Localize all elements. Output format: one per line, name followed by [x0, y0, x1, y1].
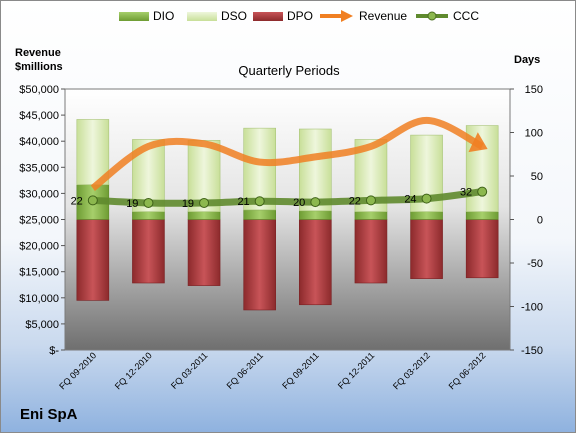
dio-bar	[299, 210, 332, 220]
legend: DIO DSO DPO Revenue CCC	[1, 9, 575, 29]
left-axis-title-line1: Revenue	[15, 47, 61, 59]
left-tick-label: $40,000	[19, 136, 59, 148]
legend-swatch-ccc	[416, 11, 448, 21]
left-tick-label: $25,000	[19, 215, 59, 227]
right-tick-label: -150	[521, 345, 543, 357]
ccc-marker	[310, 197, 321, 208]
dpo-bar	[299, 219, 332, 306]
legend-item-dso: DSO	[187, 9, 247, 23]
right-axis-title: Days	[514, 54, 541, 66]
right-tick-label: 50	[531, 171, 543, 183]
dio-bar	[187, 211, 221, 220]
x-tick-label: FQ 09-2011	[280, 350, 321, 391]
left-axis-title-line2: $millions	[15, 61, 63, 73]
ccc-data-label: 19	[126, 198, 138, 210]
left-tick-label: $10,000	[19, 293, 59, 305]
dso-bar	[76, 119, 110, 185]
right-tick-label: 150	[525, 84, 543, 96]
legend-label-dpo: DPO	[287, 9, 314, 23]
revenue-arrowhead	[468, 132, 488, 153]
right-tick-label: -100	[521, 302, 543, 314]
legend-label-ccc: CCC	[453, 9, 479, 23]
legend-item-dio: DIO	[119, 9, 174, 23]
legend-label-dio: DIO	[153, 9, 175, 23]
legend-swatch-revenue	[320, 10, 353, 22]
ccc-marker	[365, 195, 376, 206]
dpo-bar	[187, 219, 221, 286]
left-axis-title: Revenue $millions	[15, 46, 63, 74]
ccc-data-label: 22	[71, 195, 83, 207]
ccc-marker	[199, 197, 210, 208]
ccc-marker	[421, 193, 432, 204]
ccc-data-label: 19	[182, 198, 194, 210]
ccc-marker	[477, 186, 488, 197]
x-tick-label: FQ 06-2012	[447, 350, 488, 391]
ccc-marker	[143, 197, 154, 208]
ccc-data-label: 21	[237, 196, 249, 208]
dio-bar	[354, 211, 388, 220]
left-tick-label: $35,000	[19, 162, 59, 174]
legend-swatch-dpo	[253, 11, 283, 21]
left-tick-label: $15,000	[19, 267, 59, 279]
ccc-marker	[87, 195, 98, 206]
left-tick-label: $30,000	[19, 188, 59, 200]
dpo-bar	[410, 219, 443, 279]
dio-bar	[243, 209, 276, 220]
left-tick-label: $-	[49, 345, 59, 357]
left-tick-label: $50,000	[19, 84, 59, 96]
right-tick-label: 100	[525, 128, 543, 140]
ccc-data-label: 20	[293, 197, 305, 209]
dpo-bar	[132, 219, 165, 284]
dpo-bar	[243, 219, 276, 311]
legend-swatch-dso	[187, 11, 217, 21]
x-tick-label: FQ 03-2012	[391, 350, 432, 391]
company-name: Eni SpA	[20, 406, 78, 423]
x-tick-label: FQ 06-2011	[225, 350, 266, 391]
dpo-bar	[354, 219, 388, 284]
dpo-bar	[465, 219, 499, 279]
dio-bar	[410, 211, 443, 220]
left-tick-label: $45,000	[19, 110, 59, 122]
dio-bar	[132, 211, 165, 220]
chart-title: Quarterly Periods	[238, 63, 340, 78]
x-tick-label: FQ 09-2010	[57, 350, 98, 391]
ccc-marker	[254, 196, 265, 207]
dio-bar	[465, 211, 499, 220]
right-tick-label: -50	[527, 258, 543, 270]
legend-item-dpo: DPO	[253, 9, 313, 23]
right-tick-label: 0	[537, 215, 543, 227]
ccc-data-label: 32	[460, 187, 472, 199]
revenue-line	[90, 116, 484, 191]
legend-label-dso: DSO	[221, 9, 248, 23]
dpo-bar	[76, 219, 110, 301]
ccc-data-label: 22	[349, 195, 361, 207]
left-tick-label: $20,000	[19, 241, 59, 253]
legend-item-ccc: CCC	[415, 9, 479, 23]
x-tick-label: FQ 12-2010	[113, 350, 154, 391]
legend-swatch-dio	[119, 11, 149, 21]
ccc-data-label: 24	[404, 194, 416, 206]
x-tick-label: FQ 12-2011	[336, 350, 377, 391]
x-tick-label: FQ 03-2011	[169, 350, 210, 391]
left-tick-label: $5,000	[25, 319, 59, 331]
legend-item-revenue: Revenue	[319, 9, 407, 23]
legend-label-revenue: Revenue	[359, 9, 408, 23]
